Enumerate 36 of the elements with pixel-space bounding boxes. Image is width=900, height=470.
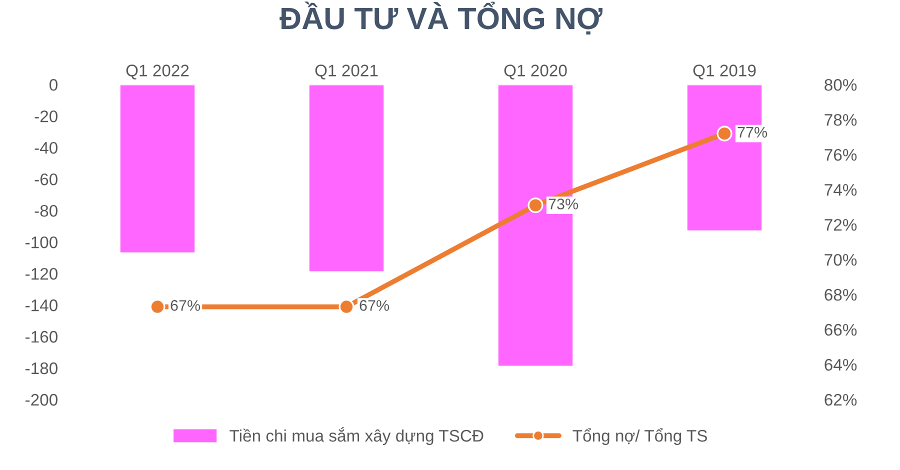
chart-title: ĐẦU TƯ VÀ TỔNG NỢ [280, 2, 602, 35]
y2-tick-label: 74% [824, 184, 857, 196]
y2-tick-label: 66% [824, 324, 857, 336]
point [716, 126, 732, 142]
y-tick-label: -80 [34, 204, 58, 217]
point [150, 299, 166, 315]
y2-tick-label: 70% [824, 254, 857, 266]
y-tick-label: -20 [34, 110, 58, 122]
y2-tick-label: 62% [824, 394, 857, 406]
data-label: 77% [738, 126, 768, 138]
x-tick-label: Q1 2019 [693, 64, 756, 80]
point [528, 198, 544, 214]
y-tick-label: -200 [26, 394, 58, 406]
y-tick-label: -60 [34, 173, 58, 186]
legend-label: Tổng nợ/ Tổng TS [572, 428, 707, 446]
legend-label: Tiền chi mua sắm xây dựng TSCĐ [230, 427, 484, 446]
data-label: 73% [548, 198, 578, 210]
y-tick-label: -100 [26, 236, 58, 248]
y2-tick-label: 68% [824, 288, 857, 301]
y-tick-label: -40 [34, 142, 58, 154]
y-tick-label: -180 [26, 362, 58, 374]
y-tick-label: -140 [26, 299, 58, 312]
x-tick-label: Q1 2022 [126, 64, 189, 80]
y2-tick-label: 64% [824, 358, 857, 371]
data-label: 67% [360, 300, 390, 311]
x-tick-label: Q1 2021 [315, 64, 378, 80]
x-tick-label: Q1 2020 [504, 64, 567, 80]
y-tick-label: -120 [26, 268, 58, 280]
y-tick-label: -160 [26, 330, 58, 343]
y-tick-label: 0 [50, 79, 58, 91]
y2-tick-label: 80% [824, 79, 857, 91]
y2-tick-label: 72% [824, 218, 857, 231]
y2-tick-label: 78% [824, 114, 857, 126]
point [338, 299, 354, 315]
y2-tick-label: 76% [824, 148, 857, 161]
data-label: 67% [170, 300, 200, 311]
